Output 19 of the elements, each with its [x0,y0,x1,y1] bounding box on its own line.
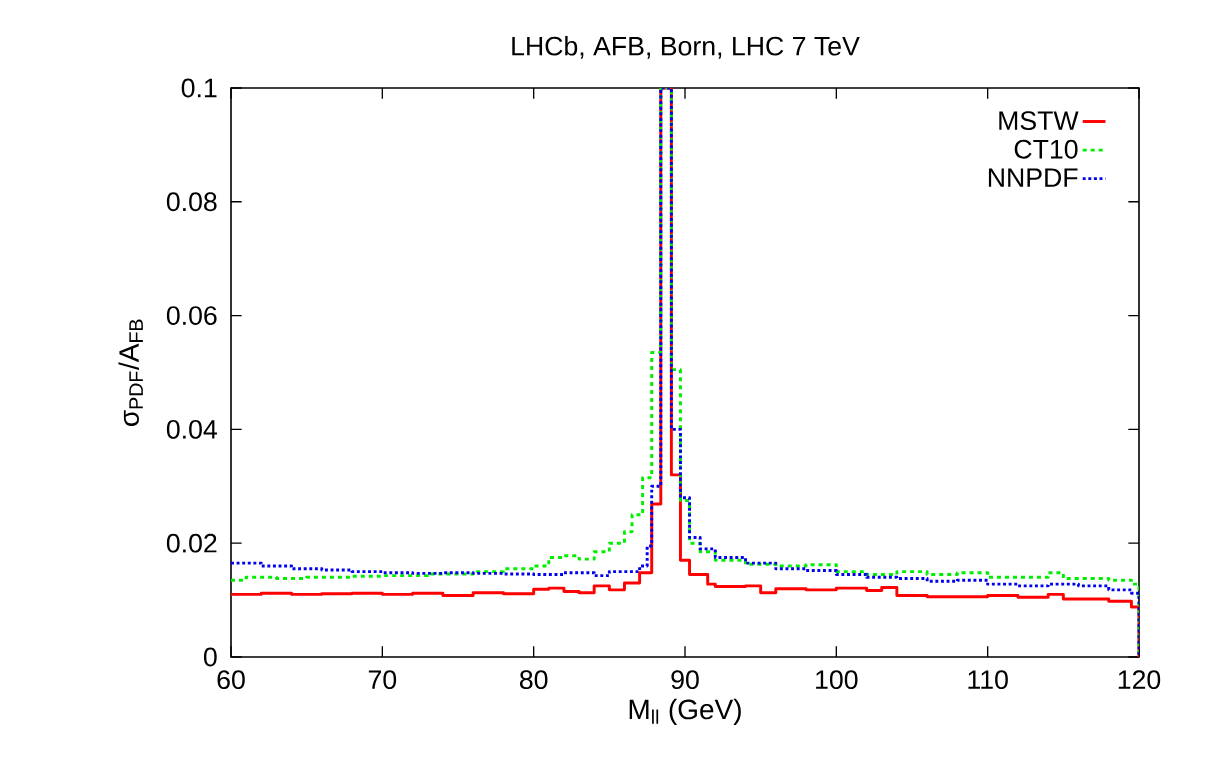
legend-label: MSTW [999,111,1079,131]
x-axis-title: M$_{ll}$ (GeV) [629,698,741,725]
y-tick-label: 0.02 [166,533,217,553]
x-tick-label: 100 [816,670,858,690]
x-tick-label: 80 [519,670,548,690]
x-tick-label: 60 [217,670,245,690]
x-tick-label: 70 [368,670,397,690]
y-tick-label: 0.08 [166,192,217,212]
chart-title: LHCb, AFB, Born, LHC 7 TeV [512,36,860,59]
legend-label: NNPDF [988,168,1078,187]
x-tick-label: 120 [1118,670,1161,690]
legend-label: CT10 [1014,139,1078,159]
y-axis-title: σ$_{PDF}$/A$_{FB}$ [118,319,143,426]
x-tick-label: 90 [671,670,699,690]
y-tick-label: 0 [203,647,217,667]
y-tick-label: 0.06 [166,306,217,326]
y-tick-label: 0.1 [181,78,217,98]
y-tick-label: 0.04 [166,419,217,439]
x-tick-label: 110 [968,670,1008,690]
